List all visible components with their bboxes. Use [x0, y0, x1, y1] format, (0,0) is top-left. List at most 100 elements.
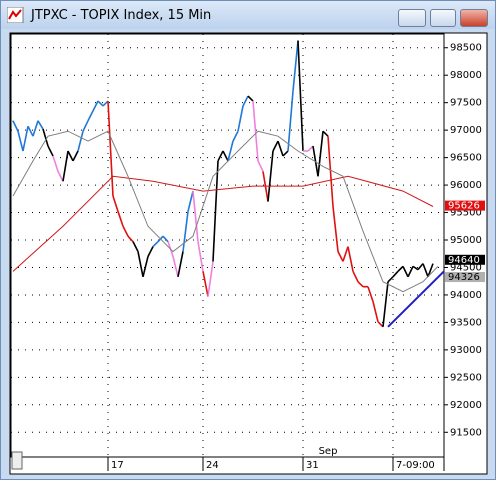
price-segment: [122, 225, 129, 237]
price-segment: [307, 145, 314, 152]
title-bar: JTPXC - TOPIX Index, 15 Min: [1, 1, 495, 29]
price-segment: [322, 130, 329, 137]
price-segment: [367, 286, 374, 302]
price-segment: [97, 100, 104, 107]
price-segment: [382, 281, 389, 327]
price-segment: [397, 265, 404, 272]
price-marker-label: 94326: [448, 272, 480, 283]
price-segment: [207, 261, 214, 297]
price-segment: [162, 235, 169, 243]
price-segment: [82, 120, 89, 132]
price-segment: [47, 145, 54, 157]
y-tick-label: 93500: [450, 317, 482, 328]
price-marker: [445, 200, 485, 211]
price-segment: [222, 150, 229, 162]
price-segment: [177, 251, 184, 277]
price-segment: [12, 120, 19, 132]
price-segment: [247, 95, 254, 102]
price-segment: [87, 110, 94, 122]
price-marker-label: 95626: [448, 201, 480, 212]
price-segment: [67, 150, 74, 162]
price-segment: [412, 265, 419, 271]
price-segment: [402, 266, 409, 278]
price-segment: [37, 120, 44, 130]
y-tick-label: 95000: [450, 235, 482, 246]
price-segment: [427, 263, 434, 278]
maximize-button[interactable]: [430, 9, 456, 27]
price-segment: [197, 241, 204, 272]
price-segment: [77, 131, 84, 152]
price-segment: [27, 125, 34, 137]
price-marker: [445, 254, 485, 265]
price-segment: [372, 301, 379, 323]
price-segment: [112, 195, 119, 212]
price-segment: [277, 140, 284, 157]
price-segment: [282, 150, 289, 157]
price-segment: [57, 170, 64, 182]
price-segment: [192, 191, 199, 242]
price-segment: [232, 130, 239, 142]
price-segment: [337, 251, 344, 262]
price-segment: [42, 128, 49, 147]
price-segment: [407, 266, 414, 278]
price-segment: [352, 270, 359, 283]
price-segment: [287, 91, 294, 152]
price-segment: [117, 211, 124, 227]
price-segment: [147, 246, 154, 257]
price-segment: [297, 40, 304, 152]
y-tick-label: 97500: [450, 98, 482, 109]
y-tick-label: 94500: [450, 262, 482, 273]
y-tick-label: 94000: [450, 290, 482, 301]
price-segment: [107, 100, 114, 197]
price-segment: [237, 105, 244, 132]
window-title: JTPXC - TOPIX Index, 15 Min: [31, 8, 212, 23]
close-button[interactable]: [460, 9, 488, 27]
price-segment: [187, 190, 194, 212]
y-tick-label: 98000: [450, 70, 482, 81]
price-segment: [387, 276, 394, 283]
y-tick-label: 93000: [450, 345, 482, 356]
price-segment: [137, 251, 144, 277]
y-tick-label: 92000: [450, 400, 482, 411]
price-segment: [132, 241, 139, 252]
price-segment: [172, 256, 179, 278]
price-segment: [202, 271, 209, 297]
price-segment: [102, 100, 109, 107]
price-segment: [252, 100, 259, 161]
y-tick-label: 96500: [450, 153, 482, 164]
price-segment: [72, 150, 79, 162]
y-tick-label: 97000: [450, 125, 482, 136]
price-segment: [357, 281, 364, 288]
price-segment: [417, 263, 424, 271]
price-segment: [422, 263, 429, 278]
price-segment: [242, 95, 249, 107]
indicator-line: [12, 130, 439, 293]
scroll-handle[interactable]: [11, 451, 23, 470]
x-tick-label: 17: [111, 460, 124, 471]
price-segment: [52, 155, 59, 172]
indicator-line: [387, 270, 445, 328]
price-segment: [92, 100, 99, 112]
price-segment: [257, 160, 264, 172]
price-segment: [312, 145, 319, 177]
price-segment: [347, 246, 354, 272]
y-tick-label: 92500: [450, 372, 482, 383]
price-segment: [377, 321, 384, 328]
price-segment: [267, 150, 274, 202]
price-segment: [292, 40, 299, 92]
price-segment: [152, 241, 159, 248]
price-segment: [317, 131, 324, 177]
price-segment: [32, 120, 39, 137]
price-segment: [212, 160, 219, 262]
price-segment: [392, 270, 399, 278]
y-tick-label: 91500: [450, 427, 482, 438]
price-segment: [22, 126, 29, 152]
price-segment: [217, 150, 224, 162]
minimize-button[interactable]: [398, 9, 426, 27]
price-segment: [327, 136, 334, 207]
x-tick-label: 7-09:00: [396, 460, 435, 471]
y-tick-label: 95500: [450, 208, 482, 219]
price-segment: [272, 140, 279, 152]
plot-area: [10, 33, 445, 458]
